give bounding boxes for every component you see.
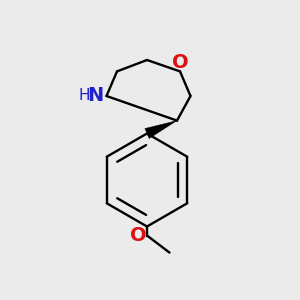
Text: N: N bbox=[87, 86, 103, 105]
Text: H: H bbox=[78, 88, 90, 104]
Text: O: O bbox=[172, 53, 188, 73]
Polygon shape bbox=[145, 121, 177, 139]
Text: O: O bbox=[130, 226, 147, 245]
